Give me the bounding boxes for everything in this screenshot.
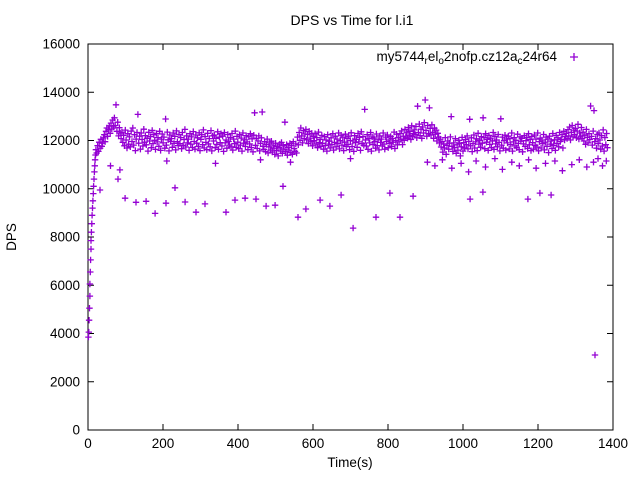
y-axis-label: DPS	[4, 223, 19, 251]
legend-series-label: my5744relo2nofp.cz12ac24r64	[376, 49, 557, 67]
x-tick-label: 200	[152, 436, 175, 451]
x-tick-label: 400	[227, 436, 250, 451]
x-tick-label: 600	[302, 436, 325, 451]
chart-title: DPS vs Time for l.i1	[291, 12, 414, 28]
axis-ticks	[87, 43, 614, 431]
y-tick-label: 0	[72, 423, 80, 438]
x-axis-label: Time(s)	[327, 455, 372, 470]
y-tick-label: 10000	[42, 181, 80, 196]
y-tick-label: 16000	[42, 37, 80, 52]
x-tick-label: 1000	[448, 436, 478, 451]
y-tick-label: 8000	[50, 230, 80, 245]
x-tick-label: 800	[377, 436, 400, 451]
y-tick-label: 12000	[42, 133, 80, 148]
y-tick-label: 4000	[50, 326, 80, 341]
data-points-series	[85, 96, 611, 359]
y-tick-label: 6000	[50, 278, 80, 293]
x-tick-label: 0	[84, 436, 92, 451]
x-tick-label: 1200	[523, 436, 553, 451]
x-tick-label: 1400	[598, 436, 628, 451]
y-tick-label: 14000	[42, 85, 80, 100]
legend-marker-sample	[570, 53, 578, 61]
y-tick-label: 2000	[50, 374, 80, 389]
legend: my5744relo2nofp.cz12ac24r64	[376, 49, 578, 67]
